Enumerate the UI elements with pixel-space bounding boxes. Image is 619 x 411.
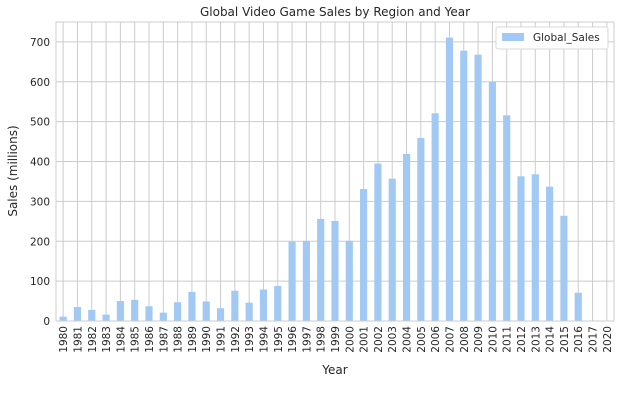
x-tick-label: 2014 [545,326,557,353]
x-tick-label: 1996 [287,326,299,353]
bar-1980 [59,316,67,321]
x-tick-label: 1985 [130,326,142,353]
x-tick-label: 2003 [387,326,399,353]
x-tick-label: 2011 [502,326,514,353]
bar-1985 [131,299,139,321]
chart-title: Global Video Game Sales by Region and Ye… [200,5,470,19]
x-tick-label: 1986 [144,326,156,353]
y-tick-label: 400 [30,157,50,169]
bar-1983 [102,314,110,321]
x-tick-label: 2007 [444,326,456,353]
x-tick-label: 1983 [101,326,113,353]
bar-1988 [174,302,182,321]
x-tick-label: 1984 [115,326,127,353]
bar-2002 [374,163,382,321]
x-tick-label: 1993 [244,326,256,353]
x-tick-label: 1989 [187,326,199,353]
bar-1998 [317,218,325,321]
bar-1982 [88,309,96,321]
y-tick-labels: 0 100 200 300 400 500 600 700 [30,37,50,328]
legend: Global_Sales [495,26,609,50]
bar-2003 [388,178,396,321]
bar-2008 [460,50,468,321]
x-tick-label: 2012 [516,326,528,353]
bars [59,37,611,322]
x-tick-label: 2005 [416,326,428,353]
x-tick-label: 2004 [402,326,414,353]
y-tick-label: 300 [30,196,50,208]
bar-2016 [574,292,582,321]
bar-2014 [546,186,554,321]
y-axis-label: Sales (millions) [6,125,20,216]
y-tick-label: 500 [30,117,50,129]
bar-1990 [202,301,210,321]
x-tick-label: 2001 [359,326,371,353]
x-tick-label: 1988 [173,326,185,353]
bar-1987 [159,312,167,321]
bar-2006 [431,113,439,321]
x-tick-label: 1992 [230,326,242,353]
x-tick-label: 1982 [87,326,99,353]
y-tick-label: 600 [30,77,50,89]
x-tick-label: 2013 [530,326,542,353]
bar-1997 [302,240,310,321]
bar-1993 [245,302,253,321]
x-tick-label: 2008 [459,326,471,353]
x-tick-label: 1998 [316,326,328,353]
y-tick-label: 200 [30,236,50,248]
x-tick-label: 1991 [216,326,228,353]
x-tick-label: 1980 [58,326,70,353]
x-tick-label: 2015 [559,326,571,353]
bar-2011 [503,115,511,322]
bar-1995 [274,285,282,321]
bar-2010 [488,81,496,321]
legend-swatch [502,33,524,41]
legend-label: Global_Sales [533,32,600,44]
legend-frame [495,26,609,50]
bar-2007 [445,37,454,321]
y-tick-label: 700 [30,37,50,49]
plot-area-frame [55,21,615,322]
bar-2005 [417,138,425,321]
x-tick-label: 1987 [158,326,170,353]
x-tick-label: 2020 [602,326,614,353]
y-tick-label: 0 [43,316,50,328]
x-tick-label: 2010 [487,326,499,353]
bar-2012 [517,176,525,321]
x-tick-label: 1999 [330,326,342,353]
bar-1992 [231,290,239,321]
bar-2009 [474,54,482,321]
x-tick-label: 2000 [344,326,356,353]
x-tick-label: 2002 [373,326,385,353]
bar-1986 [145,306,153,321]
y-tick-label: 100 [30,276,50,288]
x-tick-label: 1995 [273,326,285,353]
bar-1991 [216,308,225,321]
bar-2013 [531,174,539,321]
x-tick-label: 1981 [72,326,84,353]
x-tick-label: 2016 [573,326,585,353]
bar-1996 [288,241,296,321]
x-tick-labels: 1980 1981 1982 1983 1984 1985 1986 1987 1988 1989… [58,326,614,353]
bar-2000 [345,240,353,321]
bar-1984 [116,301,124,321]
x-tick-label: 2009 [473,326,485,353]
bar-1994 [259,289,268,321]
x-axis-label: Year [321,363,347,377]
bar-1989 [188,291,196,321]
x-tick-label: 2006 [430,326,442,353]
bar-2004 [402,153,411,321]
bar-1981 [73,307,82,321]
x-tick-label: 2017 [588,326,600,353]
bar-1999 [331,220,339,321]
x-tick-label: 1997 [301,326,313,353]
bar-2001 [360,189,368,321]
x-tick-label: 1994 [258,326,270,353]
bar-2015 [560,215,568,321]
x-tick-label: 1990 [201,326,213,353]
